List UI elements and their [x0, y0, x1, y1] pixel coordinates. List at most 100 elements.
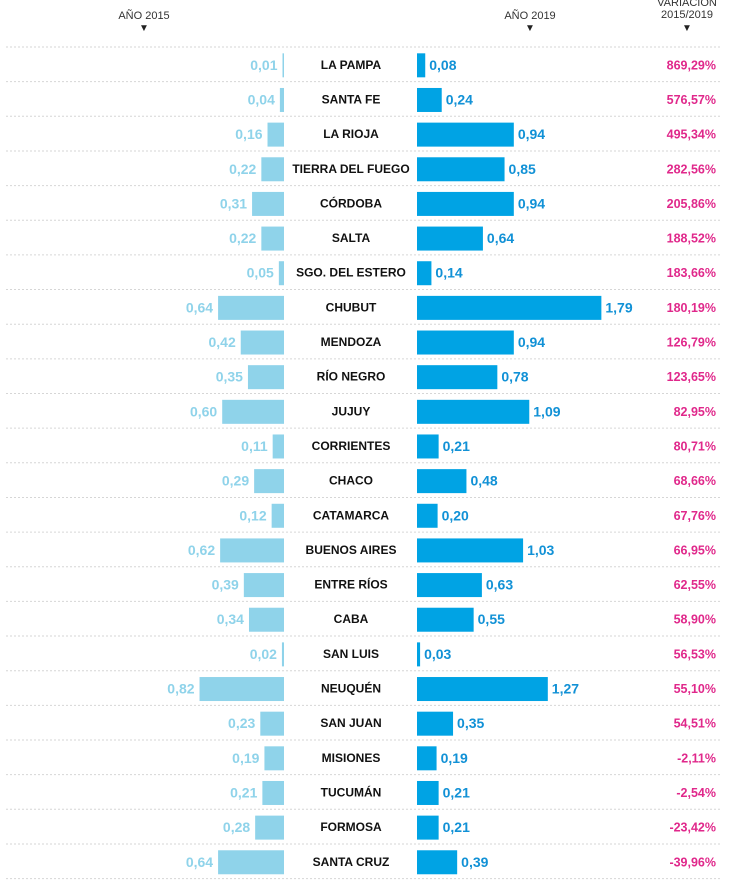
bar-2019	[417, 261, 432, 286]
province-label: TIERRA DEL FUEGO	[292, 162, 409, 176]
variation-value: 68,66%	[674, 474, 716, 488]
bar-2015	[255, 815, 284, 840]
province-label: CABA	[334, 612, 369, 626]
label-2015: 0,60	[190, 403, 217, 419]
bar-2019	[417, 538, 524, 563]
province-label: CHACO	[329, 474, 373, 488]
bar-2019	[417, 780, 439, 805]
label-2019: 1,09	[533, 403, 560, 419]
label-2015: 0,21	[230, 784, 257, 800]
variation-value: 62,55%	[674, 578, 716, 592]
province-label: SANTA CRUZ	[313, 855, 390, 869]
bar-2015	[261, 226, 284, 251]
bar-2019	[417, 191, 514, 216]
header-variation-label: VARIACIÓN 2015/2019	[657, 0, 717, 21]
bar-2019	[417, 122, 514, 147]
bar-2019	[417, 157, 505, 182]
bar-2015	[243, 573, 284, 598]
label-2015: 0,22	[229, 230, 256, 246]
province-label: CHUBUT	[326, 300, 377, 314]
triangle-down-icon[interactable]: ▼	[682, 23, 692, 34]
label-2019: 0,08	[429, 57, 456, 73]
triangle-down-icon[interactable]: ▼	[139, 23, 149, 34]
label-2019: 1,79	[605, 299, 632, 315]
bar-2019	[417, 365, 498, 390]
bar-2019	[417, 711, 454, 736]
label-2015: 0,04	[248, 91, 275, 107]
bar-2015	[278, 261, 284, 286]
bar-2015	[248, 607, 284, 632]
label-2015: 0,31	[220, 195, 247, 211]
label-2015: 0,29	[222, 473, 249, 489]
label-2015: 0,19	[232, 750, 259, 766]
bar-2015	[240, 330, 284, 355]
variation-value: 869,29%	[667, 58, 716, 72]
variation-value: 67,76%	[674, 509, 716, 523]
bar-2019	[417, 295, 602, 320]
label-2015: 0,11	[241, 438, 268, 454]
variation-value: 188,52%	[667, 232, 716, 246]
bar-2015	[281, 642, 284, 667]
variation-value: 180,19%	[667, 301, 716, 315]
province-label: TUCUMÁN	[321, 784, 382, 799]
label-2015: 0,82	[167, 681, 194, 697]
bar-2015	[272, 434, 284, 459]
header-year-2019-label: AÑO 2019	[504, 10, 556, 22]
province-label: SAN LUIS	[323, 647, 379, 661]
variation-value: -23,42%	[669, 821, 716, 835]
label-2015: 0,64	[186, 854, 213, 870]
label-2019: 0,20	[442, 507, 469, 523]
variation-value: 82,95%	[674, 405, 716, 419]
bar-2015	[218, 850, 284, 875]
variation-value: 56,53%	[674, 647, 716, 661]
bar-2015	[222, 399, 284, 424]
province-label: LA PAMPA	[321, 58, 382, 72]
label-2019: 0,24	[446, 91, 473, 107]
bar-2015	[271, 503, 284, 528]
header-year-2019[interactable]: AÑO 2019 ▼	[490, 10, 570, 35]
province-label: JUJUY	[332, 404, 371, 418]
label-2019: 0,39	[461, 854, 488, 870]
bar-2015	[279, 87, 284, 112]
label-2019: 0,19	[441, 750, 468, 766]
label-2019: 0,21	[443, 784, 470, 800]
variation-value: 55,10%	[674, 682, 716, 696]
label-2019: 0,03	[424, 646, 451, 662]
variation-value: 495,34%	[667, 128, 716, 142]
province-label: MENDOZA	[321, 335, 382, 349]
bar-2019	[417, 53, 426, 78]
label-2019: 0,35	[457, 715, 484, 731]
bar-2015	[264, 746, 284, 771]
header-year-2015-label: AÑO 2015	[118, 10, 170, 22]
label-2019: 0,85	[509, 161, 536, 177]
label-2019: 0,21	[443, 819, 470, 835]
variation-value: 126,79%	[667, 336, 716, 350]
variation-value: 205,86%	[667, 197, 716, 211]
label-2019: 0,94	[518, 334, 545, 350]
label-2015: 0,02	[250, 646, 277, 662]
province-label: LA RIOJA	[323, 127, 379, 141]
label-2015: 0,62	[188, 542, 215, 558]
label-2015: 0,64	[186, 299, 213, 315]
header-variation[interactable]: VARIACIÓN 2015/2019 ▼	[640, 0, 734, 35]
label-2019: 1,03	[527, 542, 554, 558]
bar-2019	[417, 815, 439, 840]
variation-value: -2,11%	[677, 751, 716, 765]
bar-2015	[254, 469, 284, 494]
variation-value: 58,90%	[674, 613, 716, 627]
bar-2019	[417, 434, 439, 459]
label-2019: 0,48	[470, 473, 497, 489]
province-label: NEUQUÉN	[321, 681, 381, 696]
variation-value: 80,71%	[674, 439, 716, 453]
header-year-2015[interactable]: AÑO 2015 ▼	[104, 10, 184, 35]
label-2019: 0,94	[518, 126, 545, 142]
bar-2019	[417, 677, 548, 702]
bar-2019	[417, 330, 514, 355]
bar-2015	[260, 711, 284, 736]
label-2015: 0,28	[223, 819, 250, 835]
triangle-down-icon[interactable]: ▼	[525, 23, 535, 34]
label-2019: 0,21	[443, 438, 470, 454]
label-2015: 0,01	[250, 57, 277, 73]
province-label: SGO. DEL ESTERO	[296, 266, 406, 280]
